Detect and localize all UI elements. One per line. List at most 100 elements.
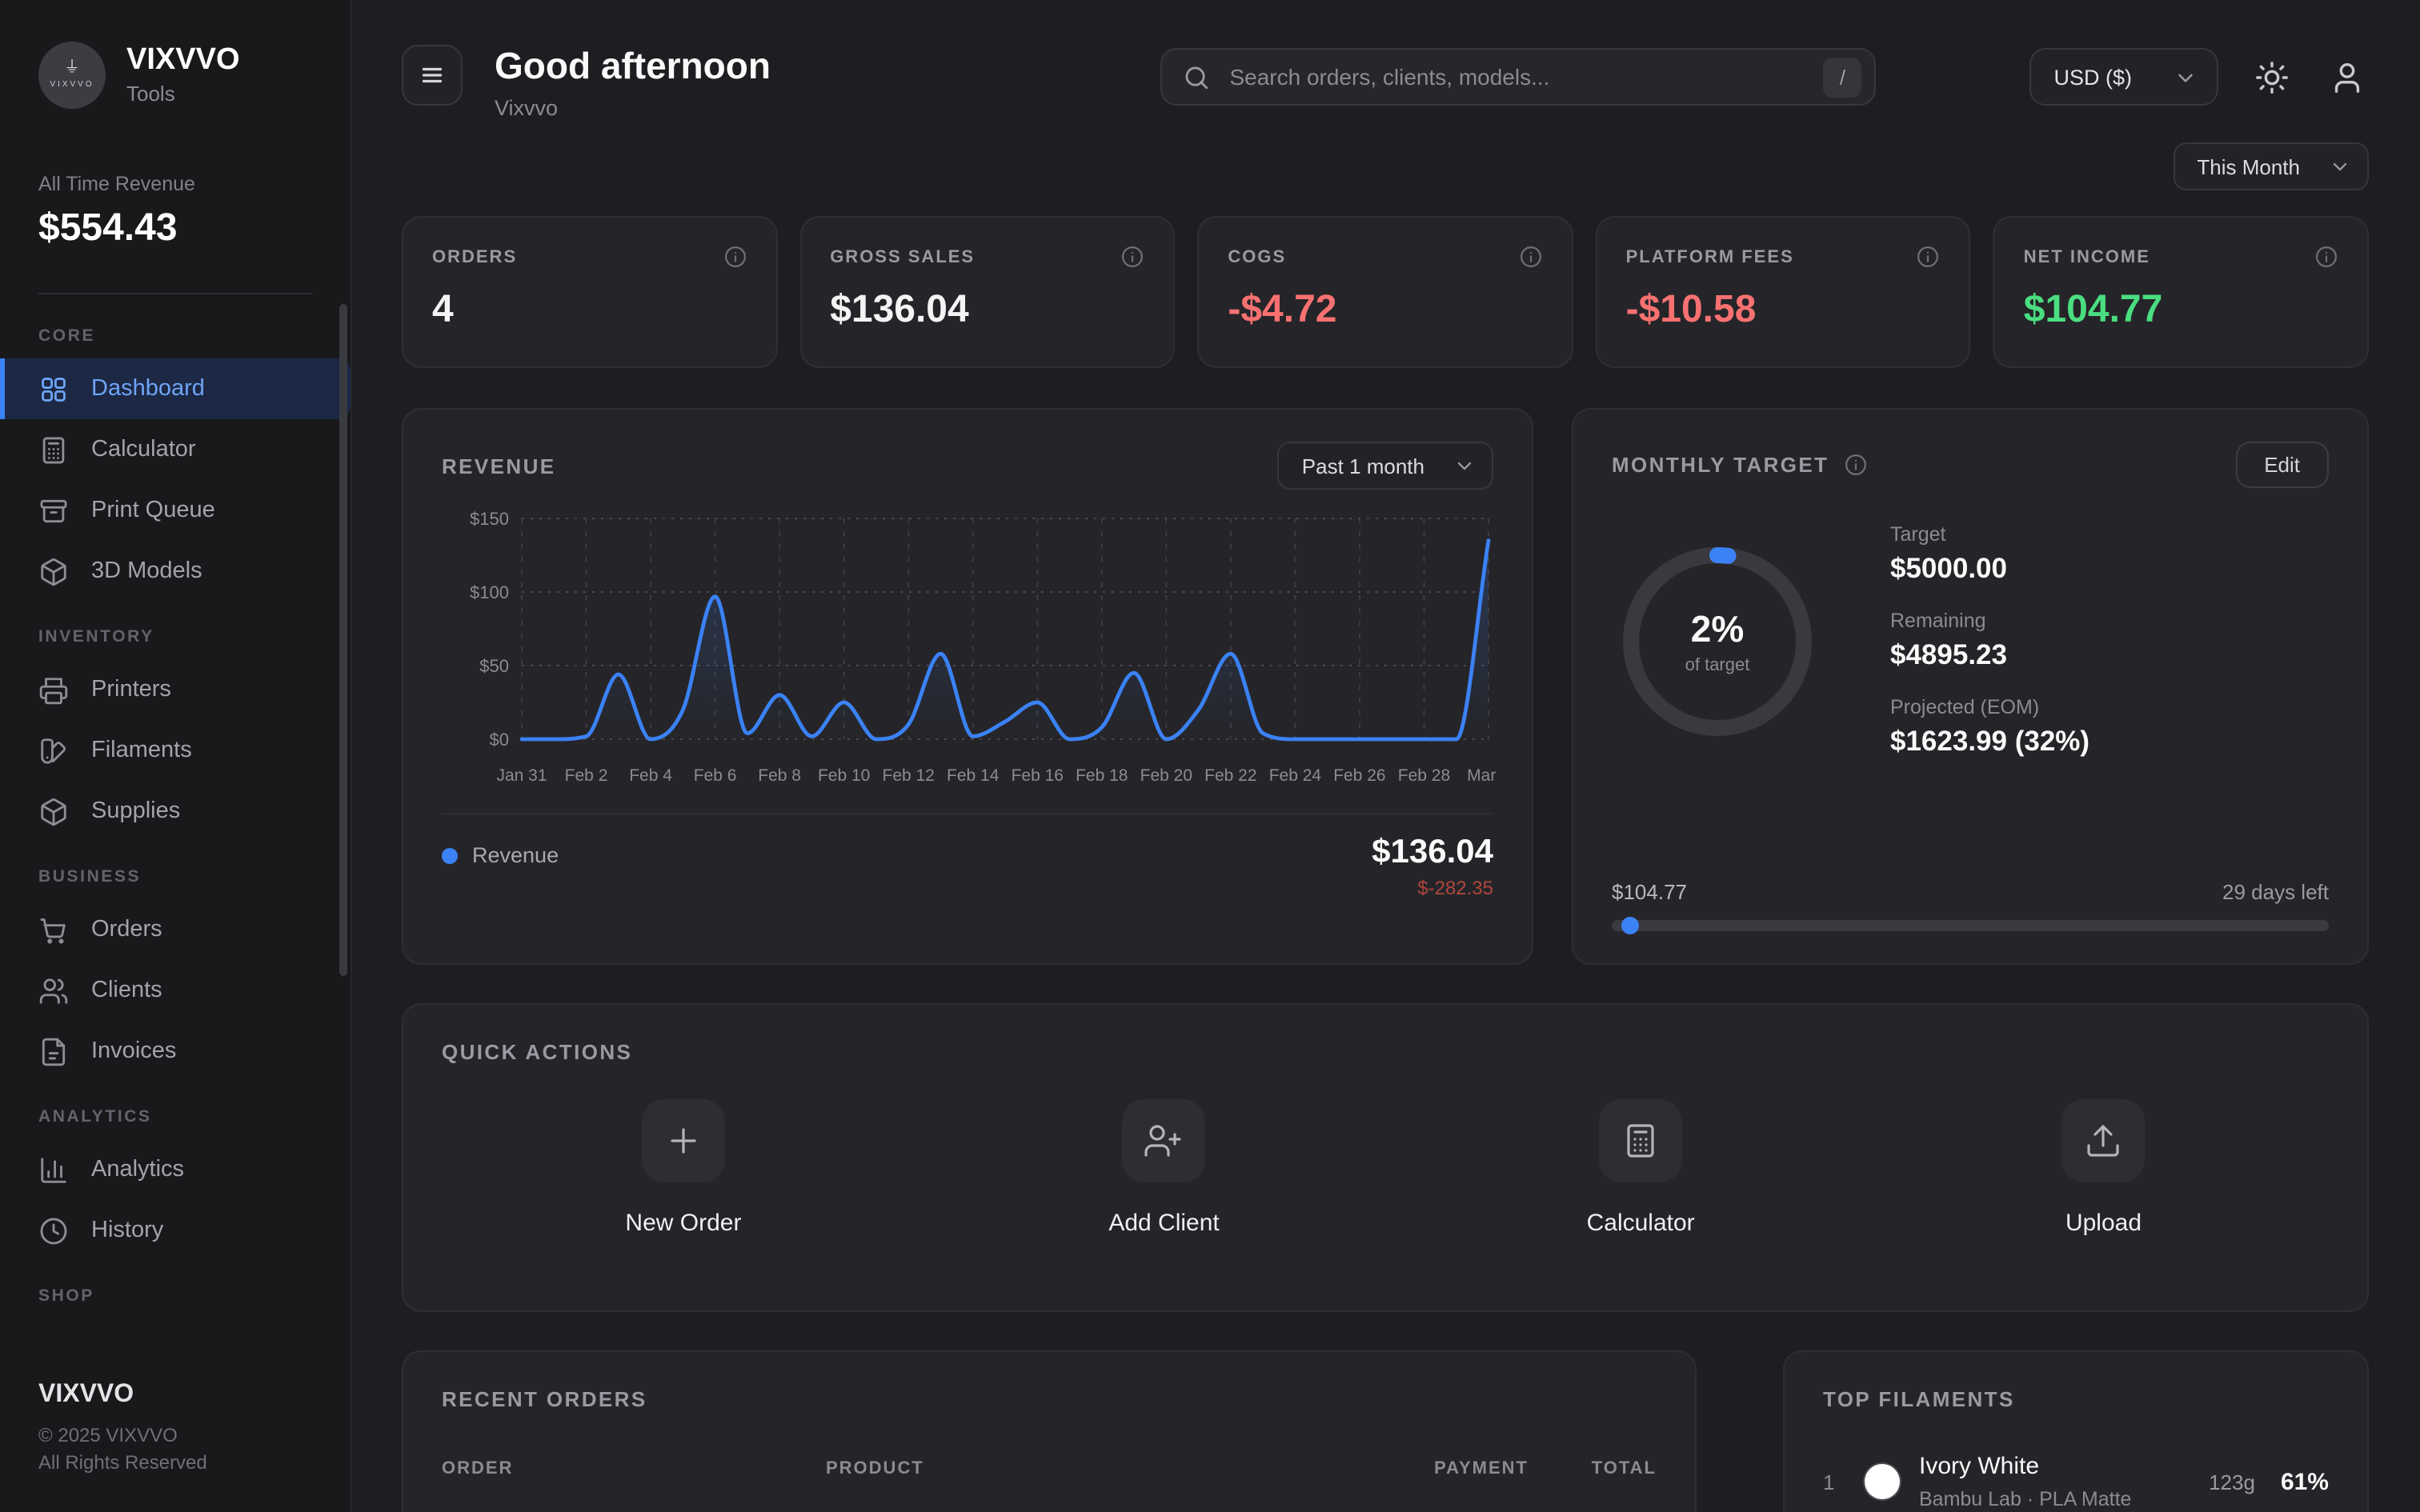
info-icon[interactable] xyxy=(1917,245,1941,269)
header-actions: USD ($) xyxy=(2029,48,2369,106)
filament-rank: 1 xyxy=(1823,1470,1835,1494)
svg-text:$0: $0 xyxy=(490,730,509,750)
search-box[interactable]: / xyxy=(1160,48,1877,106)
sidebar-item-filaments[interactable]: Filaments xyxy=(0,720,351,781)
add-client-button[interactable]: Add Client xyxy=(1108,1099,1220,1237)
column-header: TOTAL xyxy=(1591,1459,1657,1478)
sidebar-item-supplies[interactable]: Supplies xyxy=(0,781,351,842)
filament-list-item[interactable]: 1 Ivory White Bambu Lab · PLA Matte 123g… xyxy=(1823,1453,2329,1510)
upload-icon xyxy=(2085,1122,2123,1160)
sidebar-item-analytics[interactable]: Analytics xyxy=(0,1139,351,1200)
monthly-target-card: MONTHLY TARGET Edit 2% of target xyxy=(1572,408,2369,965)
menu-button[interactable] xyxy=(402,45,463,106)
info-icon[interactable] xyxy=(2314,245,2338,269)
target-label: Target xyxy=(1890,523,1946,546)
stat-label: ORDERS xyxy=(432,247,518,266)
box-icon xyxy=(38,556,69,586)
upload-button[interactable]: Upload xyxy=(2061,1099,2146,1237)
revenue-range-select[interactable]: Past 1 month xyxy=(1277,442,1493,490)
revenue-legend: Revenue $136.04 $-282.35 xyxy=(442,813,1493,899)
currency-value: USD ($) xyxy=(2053,65,2132,89)
svg-text:$100: $100 xyxy=(470,582,509,602)
printer-icon xyxy=(38,674,69,705)
account-button[interactable] xyxy=(2326,55,2369,98)
nav-section-inventory: INVENTORY xyxy=(38,627,154,646)
target-title: MONTHLY TARGET xyxy=(1612,453,1829,477)
grid-icon xyxy=(38,374,69,404)
theme-toggle-button[interactable] xyxy=(2250,55,2294,98)
box-icon xyxy=(38,796,69,826)
target-donut: 2% of target xyxy=(1612,535,1823,746)
sidebar-divider xyxy=(38,293,312,294)
svg-text:Feb 22: Feb 22 xyxy=(1204,766,1256,785)
calculator-icon xyxy=(38,434,69,465)
sidebar-item-label: Print Queue xyxy=(91,498,215,523)
sidebar-item-3d-models[interactable]: 3D Models xyxy=(0,541,351,602)
svg-text:Feb 12: Feb 12 xyxy=(883,766,935,785)
info-icon[interactable] xyxy=(1519,245,1543,269)
column-header: PRODUCT xyxy=(826,1459,924,1478)
progress-current: $104.77 xyxy=(1612,880,1687,904)
sidebar-item-orders[interactable]: Orders xyxy=(0,899,351,960)
sidebar-item-clients[interactable]: Clients xyxy=(0,960,351,1021)
brand-logo: ⏚ VIXVVO xyxy=(38,42,106,109)
calculator-button[interactable]: Calculator xyxy=(1587,1099,1695,1237)
sidebar-item-calculator[interactable]: Calculator xyxy=(0,419,351,480)
footer-rights: All Rights Reserved xyxy=(38,1451,207,1474)
stat-card-orders: ORDERS 4 xyxy=(402,216,778,368)
svg-text:$50: $50 xyxy=(479,656,509,676)
revenue-card: REVENUE Past 1 month $0 $50 $100 $150 Jan 31… xyxy=(402,408,1533,965)
period-select[interactable]: This Month xyxy=(2173,142,2369,190)
filament-detail: Bambu Lab · PLA Matte xyxy=(1919,1488,2132,1510)
projected-value: $1623.99 (32%) xyxy=(1890,725,2090,757)
footer-brand: VIXVVO xyxy=(38,1381,134,1408)
swatch-icon xyxy=(38,735,69,766)
chevron-down-icon xyxy=(1453,454,1476,477)
brand: ⏚ VIXVVO VIXVVO Tools xyxy=(38,42,312,109)
header-titles: Good afternoon Vixvvo xyxy=(495,45,771,120)
stat-label: NET INCOME xyxy=(2023,247,2150,266)
search-shortcut-key: / xyxy=(1823,57,1862,97)
sidebar-item-printers[interactable]: Printers xyxy=(0,659,351,720)
info-icon[interactable] xyxy=(1120,245,1144,269)
svg-text:Feb 2: Feb 2 xyxy=(565,766,608,785)
all-time-revenue-value: $554.43 xyxy=(38,206,178,250)
menu-icon xyxy=(418,61,447,90)
sidebar-item-dashboard[interactable]: Dashboard xyxy=(0,358,351,419)
nav-section-business: BUSINESS xyxy=(38,867,142,886)
search-input[interactable] xyxy=(1226,62,1824,91)
stat-value: 4 xyxy=(432,288,454,331)
brand-subtitle: Tools xyxy=(126,82,175,106)
top-filaments-card: TOP FILAMENTS 1 Ivory White Bambu Lab · … xyxy=(1783,1350,2369,1512)
sidebar-item-print-queue[interactable]: Print Queue xyxy=(0,480,351,541)
filament-weight: 123g xyxy=(2209,1470,2255,1494)
svg-text:Feb 4: Feb 4 xyxy=(629,766,672,785)
info-icon[interactable] xyxy=(723,245,747,269)
page-subtitle: Vixvvo xyxy=(495,96,559,120)
brand-name: VIXVVO xyxy=(126,43,240,77)
sidebar-item-label: 3D Models xyxy=(91,558,202,584)
nav-section-analytics: ANALYTICS xyxy=(38,1107,152,1126)
currency-select[interactable]: USD ($) xyxy=(2029,48,2218,106)
sidebar-item-label: Invoices xyxy=(91,1038,177,1064)
edit-target-button[interactable]: Edit xyxy=(2235,442,2329,488)
revenue-range-value: Past 1 month xyxy=(1301,454,1424,478)
sidebar-scrollbar[interactable] xyxy=(339,304,347,976)
target-value: $5000.00 xyxy=(1890,552,2007,584)
legend-label: Revenue xyxy=(472,843,559,867)
sidebar-item-invoices[interactable]: Invoices xyxy=(0,1021,351,1082)
user-icon xyxy=(2329,58,2366,95)
stat-card-net-income: NET INCOME $104.77 xyxy=(1993,216,2369,368)
cart-icon xyxy=(38,914,69,945)
nav-section-core: CORE xyxy=(38,326,96,346)
users-icon xyxy=(38,975,69,1006)
logo-word: VIXVVO xyxy=(50,80,94,90)
new-order-button[interactable]: New Order xyxy=(625,1099,741,1237)
page-title: Good afternoon xyxy=(495,45,771,86)
brand-text: VIXVVO Tools xyxy=(126,43,240,106)
sidebar-item-history[interactable]: History xyxy=(0,1200,351,1261)
svg-text:Feb 8: Feb 8 xyxy=(758,766,801,785)
info-icon[interactable] xyxy=(1843,453,1867,477)
svg-text:Feb 20: Feb 20 xyxy=(1140,766,1192,785)
